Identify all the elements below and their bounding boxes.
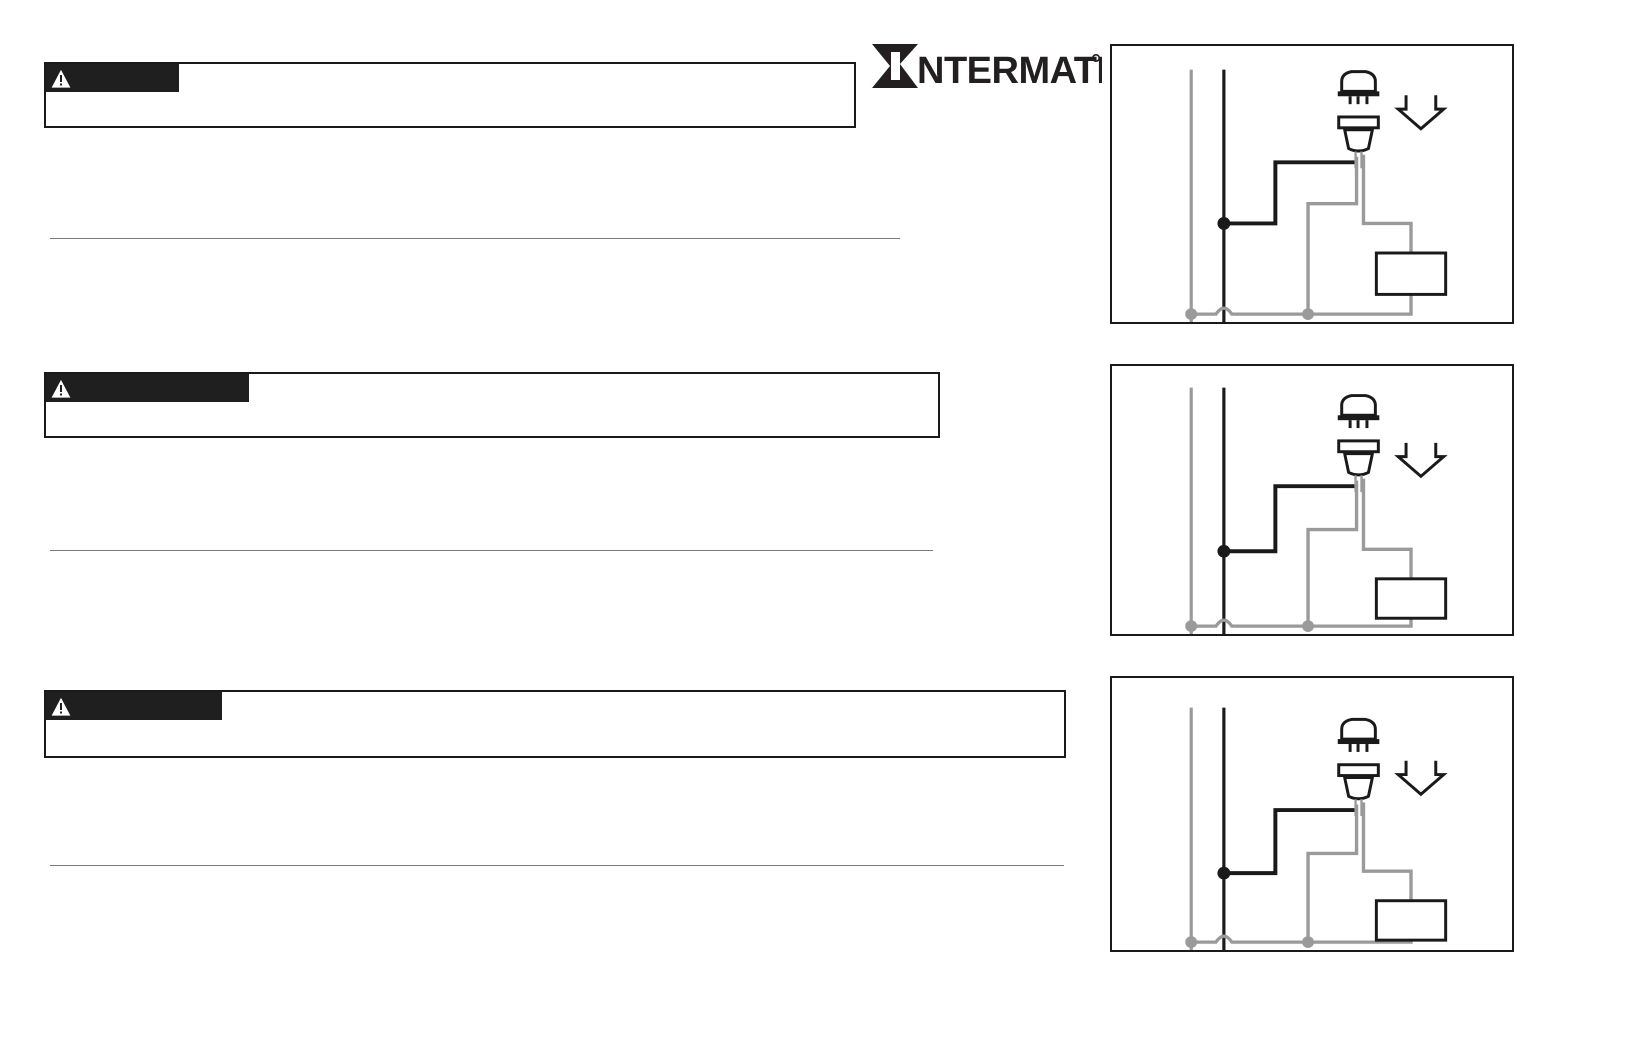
intermatic-wordmark: NTERMATIC [917,50,1102,92]
wiring-diagram-1-svg [1185,69,1448,322]
cap-prong-2 [1356,744,1360,752]
cap-prong-2 [1356,420,1360,429]
svg-text:NTERMATIC: NTERMATIC [917,50,1102,92]
neutral-junction-dot-mid [1302,620,1314,633]
warning-block-2 [44,372,940,438]
warning-body-3 [54,722,1058,754]
warning-header-2 [46,374,249,402]
intermatic-logo-svg: NTERMATIC [872,44,1102,92]
warning-box-1 [44,62,856,128]
photocontrol-receptacle [1337,115,1380,169]
light-arrow-icon [1394,442,1448,479]
warning-box-2 [44,372,940,438]
hot-junction-dot [1217,544,1231,558]
neutral-branch-wire [1306,804,1359,944]
neutral-junction-dot-left [1185,936,1198,949]
switched-load-wire [1361,478,1413,581]
wiring-diagram-3 [1110,676,1514,952]
neutral-bus-wire [1189,292,1413,316]
load-box [1374,251,1448,296]
cap-prong-3 [1365,420,1369,429]
warning-header-3 [46,692,222,720]
warning-body-2 [54,404,932,434]
hot-junction-dot [1217,866,1231,880]
switched-load-wire [1361,802,1413,903]
hot-branch-wire [1221,160,1356,226]
photocontrol-cap [1337,70,1380,105]
photocontrol-receptacle [1337,763,1380,816]
light-arrow-icon [1394,760,1448,797]
wiring-diagram-2 [1110,364,1514,636]
neutral-bus-wire [1189,610,1413,628]
wiring-diagram-1 [1110,44,1514,324]
wiring-diagram-3-svg [1185,707,1448,950]
cap-prong-3 [1365,96,1369,105]
intermatic-logo: NTERMATIC [870,42,1102,92]
hourglass-i-mark [872,44,918,88]
cap-prong-3 [1365,744,1369,752]
neutral-branch-wire [1306,480,1359,628]
wiring-diagram-2-svg [1185,387,1448,634]
photocontrol-leads [1354,151,1363,169]
hot-branch-wire [1221,808,1356,876]
photocontrol-cap [1337,394,1380,429]
warning-body-1 [54,94,848,124]
warning-block-3 [44,690,1066,758]
photocontrol-leads [1354,475,1363,493]
load-box [1374,899,1448,942]
cap-prong-1 [1348,96,1352,105]
warning-triangle-icon [50,67,72,88]
light-arrow-icon [1394,95,1448,131]
cap-prong-1 [1348,420,1352,429]
photocontrol-cap [1337,717,1380,752]
neutral-junction-dot-left [1185,308,1198,321]
neutral-junction-dot-left [1185,620,1198,633]
switched-load-wire [1361,154,1413,255]
neutral-junction-dot-mid [1302,308,1314,321]
hot-branch-wire [1221,484,1356,554]
neutral-junction-dot-mid [1302,936,1314,949]
warning-triangle-icon [50,695,72,716]
warning-triangle-icon [50,377,72,398]
section-divider-3 [50,865,1064,866]
neutral-bus-wire [1189,930,1413,944]
registered-trademark-icon [1092,54,1101,63]
warning-box-3 [44,690,1066,758]
photocontrol-receptacle [1337,439,1380,493]
load-box [1374,577,1448,620]
warning-block-1 [44,62,856,128]
cap-prong-1 [1348,744,1352,752]
section-divider-2 [50,550,933,551]
neutral-branch-wire [1306,156,1359,316]
cap-prong-2 [1356,96,1360,105]
photocontrol-leads [1354,799,1363,816]
hot-junction-dot [1217,217,1231,230]
warning-header-1 [46,64,179,92]
section-divider-1 [50,238,900,239]
